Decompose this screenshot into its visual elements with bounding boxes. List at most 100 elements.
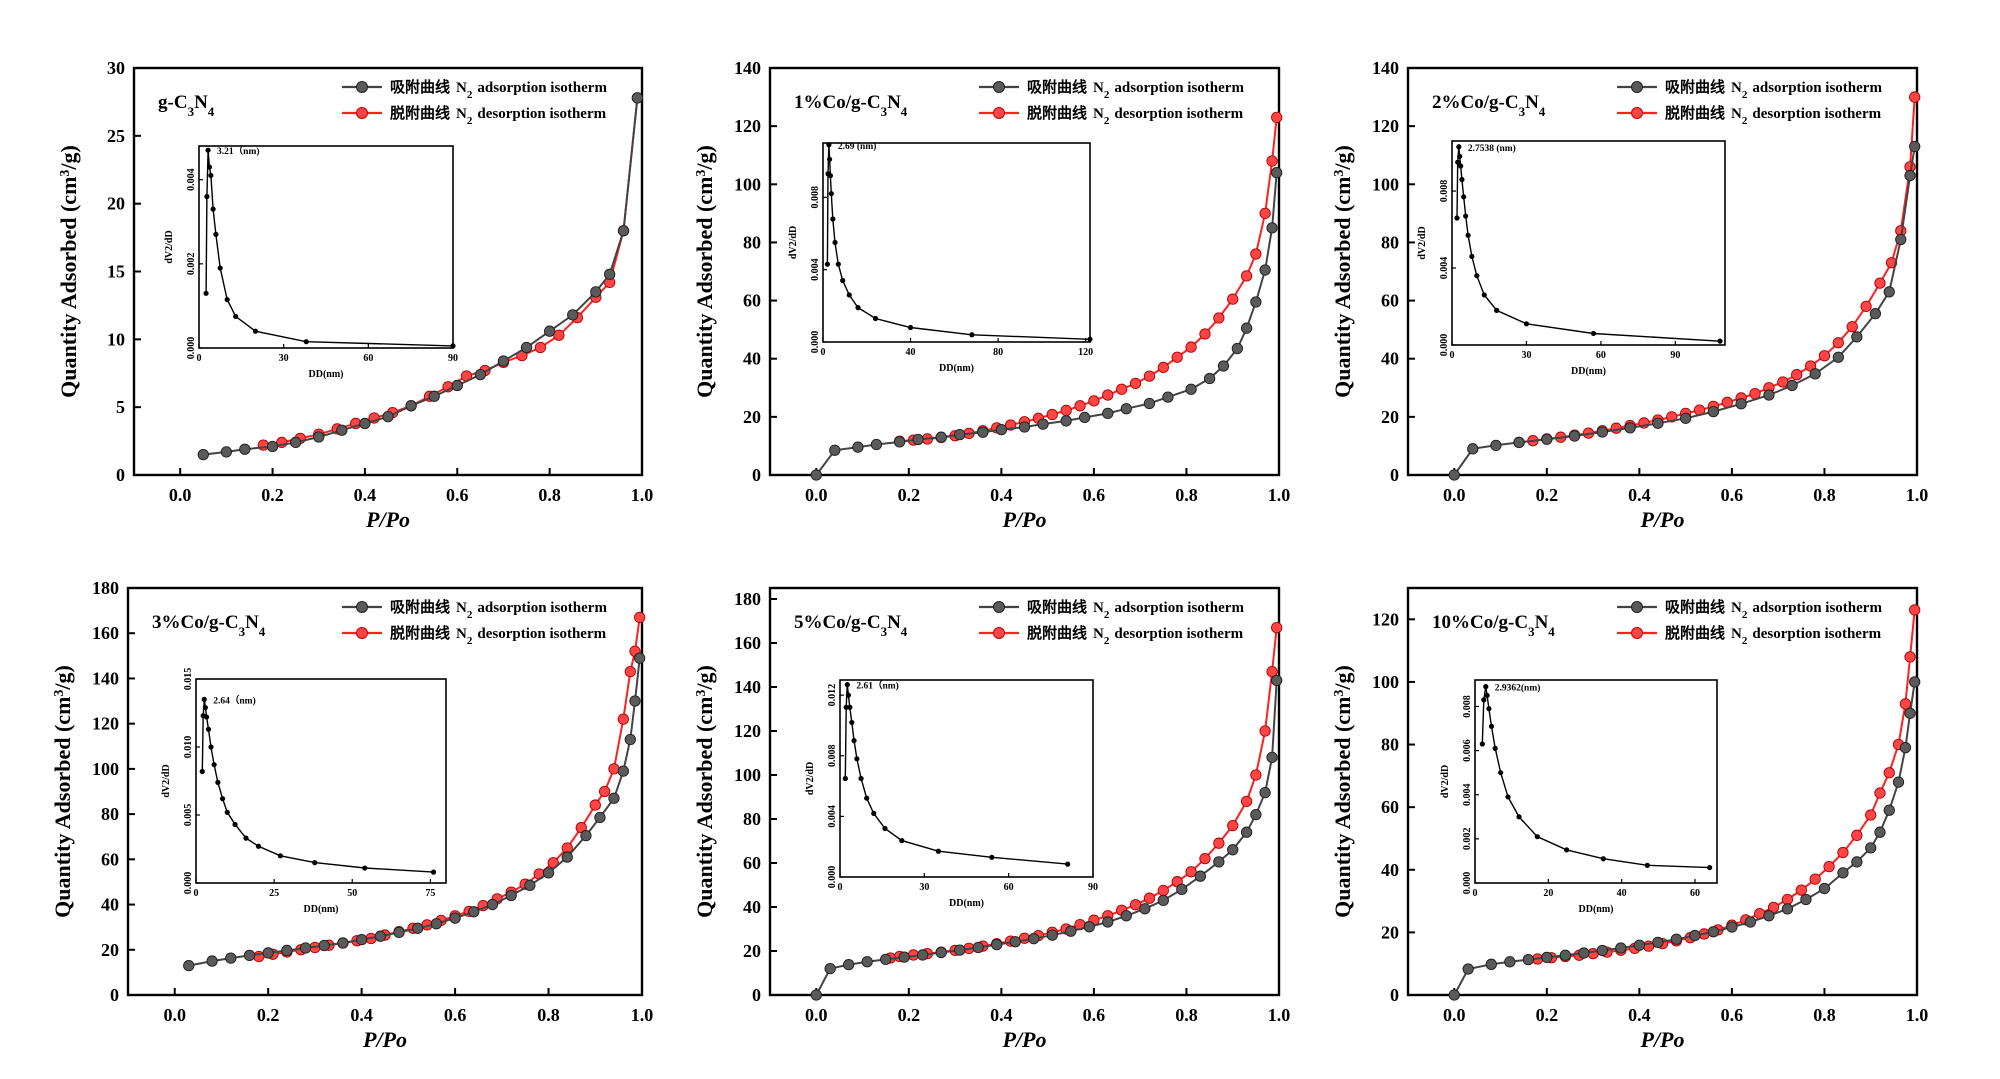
inset-y-tick-label: 0.010 — [183, 736, 194, 759]
plot-frame — [768, 586, 1281, 997]
y-tick-label: 20 — [107, 194, 125, 214]
inset-x-title: DD(nm) — [309, 369, 344, 380]
adsorption-point — [1837, 867, 1849, 879]
legend-entry-desorption: 脱附曲线 N2 desorption isotherm — [390, 104, 607, 127]
inset-point — [233, 313, 239, 320]
y-tick-label: 15 — [107, 262, 125, 282]
inset-point — [1484, 692, 1490, 699]
desorption-point — [1046, 408, 1058, 421]
desorption-point — [1102, 389, 1114, 401]
y-axis-title-sup: 3 — [58, 170, 73, 177]
inset-y-tick-label: 0.004 — [827, 805, 838, 828]
inset-line — [844, 684, 1068, 865]
adsorption-point — [561, 851, 573, 863]
adsorption-point — [281, 944, 293, 957]
inset-point — [205, 147, 211, 153]
x-tick-label: 0.6 — [446, 485, 469, 505]
inset-y-tick-label: 0.004 — [810, 258, 821, 281]
legend-n: N — [456, 600, 467, 616]
legend-entry-adsorption: 吸附曲线 N2 adsorption isotherm — [1665, 78, 1882, 101]
adsorption-point — [954, 944, 966, 956]
x-tick-label: 0.2 — [261, 485, 284, 505]
adsorption-point — [1522, 953, 1534, 966]
y-tick-label: 40 — [101, 895, 119, 915]
y-tick-label: 60 — [1381, 291, 1399, 311]
desorption-point — [1143, 892, 1156, 904]
x-tick-label: 0.4 — [1628, 485, 1651, 505]
x-axis-title: P/Po — [365, 507, 410, 532]
y-tick-label: 60 — [101, 849, 119, 869]
chart-panel-1: 0.0 0.2 0.4 0.6 0.8 1.0051015202530P/PoQuanti… — [56, 58, 653, 532]
adsorption-point — [631, 92, 644, 104]
x-tick-label: 0.8 — [1175, 485, 1198, 505]
y-tick-label: 120 — [1372, 116, 1399, 136]
legend-n: N — [456, 106, 467, 122]
adsorption-point — [183, 959, 195, 972]
inset-chart: 0 40 80 120 0.000 0.004 0.008 DD(nm) dV2/dD 2.69 … — [788, 141, 1093, 374]
inset-x-tick-label: 0 — [1473, 888, 1478, 899]
y-axis-title-unit: /g) — [692, 145, 717, 170]
y-tick-label: 180 — [734, 589, 761, 609]
adsorption-point — [197, 448, 209, 461]
inset-y-tick-label: 0.002 — [186, 253, 197, 276]
x-tick-label: 0.2 — [898, 1005, 921, 1025]
inset-point — [430, 869, 437, 875]
inset-x-tick-label: 25 — [269, 888, 279, 899]
desorption-point — [1610, 422, 1622, 434]
adsorption-point — [1203, 372, 1216, 385]
adsorption-point — [1909, 140, 1921, 153]
adsorption-point — [262, 947, 274, 959]
inset-point — [989, 854, 995, 860]
inset-point — [450, 343, 456, 349]
desorption-point — [1199, 852, 1211, 865]
sample-label-prefix: 10%Co/g-C — [1432, 612, 1528, 633]
adsorption-point — [1763, 910, 1775, 922]
x-tick-label: 0.0 — [805, 485, 828, 505]
adsorption-point — [1037, 418, 1049, 430]
desorption-point — [1213, 312, 1225, 324]
y-tick-label: 100 — [1372, 174, 1399, 194]
sample-label-sub: 4 — [901, 624, 908, 639]
inset-peak-annotation: 2.9362(nm) — [1495, 683, 1541, 694]
inset-peak-annotation: 3.21（nm) — [217, 145, 260, 157]
desorption-point — [1116, 383, 1128, 395]
legend-entry-adsorption: 吸附曲线 N2 adsorption isotherm — [1665, 598, 1882, 621]
inset-frame — [195, 678, 447, 884]
adsorption-point — [299, 942, 312, 954]
x-tick-label: 1.0 — [1268, 485, 1291, 505]
inset-point — [205, 726, 212, 732]
chart-panel-6: 0.0 0.2 0.4 0.6 0.8 1.0020406080100120P/PoQua… — [1330, 586, 1928, 1052]
x-tick-label: 0.6 — [1721, 1005, 1744, 1025]
inset-point — [1474, 273, 1480, 279]
x-tick-label: 0.4 — [354, 485, 377, 505]
plot-frame — [126, 586, 644, 997]
legend-en: desorption isotherm — [1752, 106, 1881, 122]
x-tick-label: 0.8 — [538, 485, 561, 505]
adsorption-point — [1541, 433, 1553, 445]
desorption-point — [1240, 795, 1253, 808]
adsorption-point — [520, 341, 533, 354]
y-axis-title-sup: 3 — [1332, 690, 1347, 697]
inset-point — [1717, 338, 1723, 344]
inset-point — [824, 261, 830, 267]
adsorption-point — [1541, 951, 1553, 964]
inset-point — [1454, 215, 1460, 221]
inset-point — [882, 825, 888, 832]
inset-x-title: DD(nm) — [939, 363, 974, 374]
inset-point — [1486, 706, 1492, 712]
adsorption-point — [405, 400, 417, 412]
desorption-point — [257, 439, 269, 451]
adsorption-point — [1018, 421, 1031, 433]
adsorption-point — [1892, 776, 1905, 788]
x-axis-title: P/Po — [1002, 507, 1047, 532]
desorption-point — [1271, 621, 1283, 634]
legend-sub: 2 — [1742, 89, 1748, 101]
y-tick-label: 40 — [743, 349, 761, 369]
inset-chart: 0 30 60 90 0.000 0.004 0.008 0.012 DD(nm) dV2/dD 2… — [805, 679, 1098, 909]
legend-n: N — [1093, 80, 1104, 96]
legend-entry-desorption: 脱附曲线 N2 desorption isotherm — [1027, 624, 1244, 647]
inset-point — [840, 277, 846, 284]
legend-en: desorption isotherm — [477, 106, 606, 122]
desorption-point — [1271, 111, 1283, 124]
inset-x-tick-label: 90 — [1088, 882, 1098, 893]
